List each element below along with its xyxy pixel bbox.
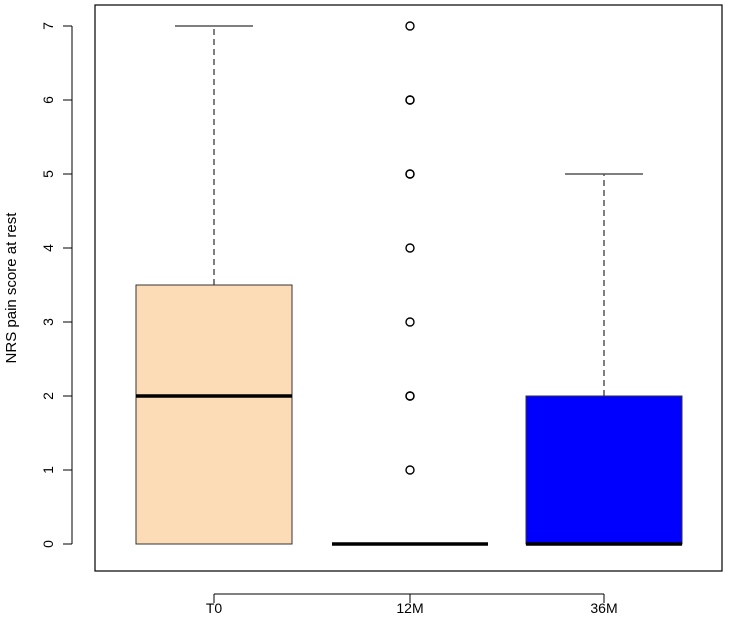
box-t0 xyxy=(135,25,293,545)
y-tick-label: 5 xyxy=(40,170,56,178)
outlier-point xyxy=(405,95,415,105)
plot-frame xyxy=(94,4,723,572)
outlier-point xyxy=(405,317,415,327)
y-tick-label: 2 xyxy=(40,392,56,400)
box-iqr xyxy=(525,395,683,545)
x-tick-label: T0 xyxy=(206,600,223,616)
box-12m xyxy=(332,21,488,546)
outlier-point xyxy=(405,391,415,401)
outlier-point xyxy=(405,169,415,179)
y-tick-label: 3 xyxy=(40,318,56,326)
y-axis-label: NRS pain score at rest xyxy=(3,212,20,364)
x-tick-label: 36M xyxy=(590,600,617,616)
box-iqr xyxy=(135,284,293,545)
y-tick-label: 0 xyxy=(40,540,56,548)
y-tick-label: 4 xyxy=(40,244,56,252)
outlier-point xyxy=(405,465,415,475)
y-tick-label: 6 xyxy=(40,96,56,104)
outlier-point xyxy=(405,21,415,31)
y-tick-label: 7 xyxy=(40,22,56,30)
x-tick-label: 12M xyxy=(396,600,423,616)
y-tick-label: 1 xyxy=(40,466,56,474)
outlier-point xyxy=(405,243,415,253)
x-axis: T0 12M 36M xyxy=(206,593,618,616)
boxes-layer xyxy=(135,21,683,546)
box-36m xyxy=(525,173,683,546)
y-axis: 0 1 2 3 4 5 6 7 xyxy=(40,22,73,548)
